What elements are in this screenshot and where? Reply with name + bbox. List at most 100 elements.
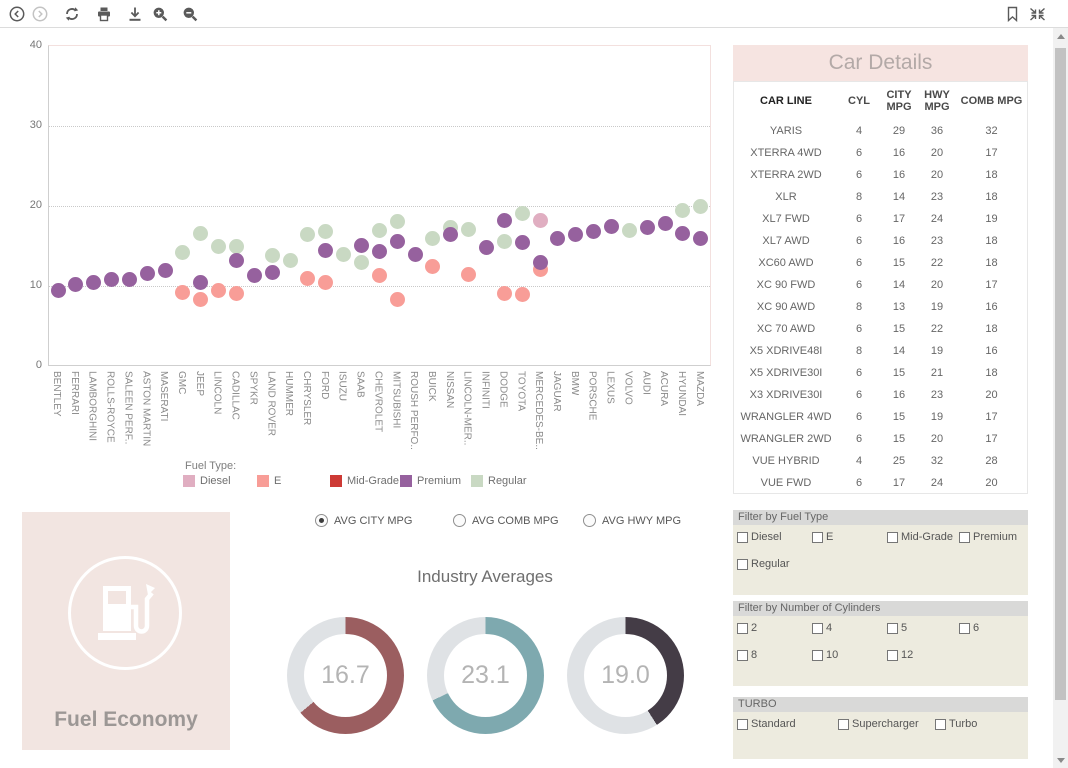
table-row[interactable]: XL7 FWD 6 17 24 19	[734, 208, 1027, 230]
scatter-point[interactable]	[568, 226, 584, 242]
scatter-point[interactable]	[193, 292, 209, 308]
scatter-point[interactable]	[318, 242, 334, 258]
table-row[interactable]: VUE HYBRID 4 25 32 28	[734, 450, 1027, 472]
scatter-point[interactable]	[229, 285, 245, 301]
scroll-down-button[interactable]	[1053, 752, 1068, 768]
checkbox-premium[interactable]: Premium	[959, 531, 1017, 543]
scatter-point[interactable]	[139, 265, 155, 281]
table-row[interactable]: YARIS 4 29 36 32	[734, 120, 1027, 142]
scatter-point[interactable]	[229, 252, 245, 268]
table-row[interactable]: WRANGLER 4WD 6 15 19 17	[734, 406, 1027, 428]
print-button[interactable]	[95, 5, 112, 22]
scatter-point[interactable]	[211, 238, 227, 254]
avg-radio-avg-hwy-mpg[interactable]: AVG HWY MPG	[583, 514, 681, 527]
table-row[interactable]: XL7 AWD 6 16 23 18	[734, 230, 1027, 252]
scatter-point[interactable]	[371, 268, 387, 284]
checkbox-10[interactable]: 10	[812, 649, 838, 661]
scroll-up-button[interactable]	[1053, 28, 1068, 44]
scatter-point[interactable]	[86, 275, 102, 291]
avg-radio-avg-comb-mpg[interactable]: AVG COMB MPG	[453, 514, 559, 527]
checkbox-5[interactable]: 5	[887, 622, 907, 634]
scatter-point[interactable]	[246, 268, 262, 284]
scatter-point[interactable]	[693, 231, 709, 247]
table-row[interactable]: WRANGLER 2WD 6 15 20 17	[734, 428, 1027, 450]
scatter-point[interactable]	[68, 276, 84, 292]
collapse-button[interactable]	[1029, 5, 1046, 22]
scatter-point[interactable]	[371, 223, 387, 239]
scatter-point[interactable]	[425, 230, 441, 246]
scatter-point[interactable]	[657, 216, 673, 232]
scatter-point[interactable]	[318, 275, 334, 291]
scatter-point[interactable]	[604, 218, 620, 234]
table-row[interactable]: XC 90 AWD 8 13 19 16	[734, 296, 1027, 318]
scatter-point[interactable]	[389, 292, 405, 308]
scatter-point[interactable]	[193, 274, 209, 290]
scatter-point[interactable]	[425, 258, 441, 274]
scatter-point[interactable]	[50, 282, 66, 298]
table-row[interactable]: X5 XDRIVE30I 6 15 21 18	[734, 362, 1027, 384]
scatter-point[interactable]	[211, 282, 227, 298]
scatter-point[interactable]	[496, 285, 512, 301]
scatter-point[interactable]	[443, 226, 459, 242]
scatter-point[interactable]	[175, 244, 191, 260]
scatter-point[interactable]	[407, 246, 423, 262]
forward-button[interactable]	[31, 5, 48, 22]
table-row[interactable]: VUE FWD 6 17 24 20	[734, 472, 1027, 493]
checkbox-12[interactable]: 12	[887, 649, 913, 661]
scatter-point[interactable]	[693, 199, 709, 215]
refresh-button[interactable]	[63, 5, 80, 22]
scatter-point[interactable]	[264, 248, 280, 264]
scatter-point[interactable]	[479, 240, 495, 256]
zoom-in-button[interactable]	[151, 5, 168, 22]
scatter-point[interactable]	[193, 225, 209, 241]
scatter-point[interactable]	[175, 284, 191, 300]
table-row[interactable]: XC60 AWD 6 15 22 18	[734, 252, 1027, 274]
scatter-point[interactable]	[639, 220, 655, 236]
checkbox-regular[interactable]: Regular	[737, 558, 790, 570]
checkbox-8[interactable]: 8	[737, 649, 757, 661]
avg-radio-avg-city-mpg[interactable]: AVG CITY MPG	[315, 514, 412, 527]
scatter-point[interactable]	[461, 221, 477, 237]
scatter-point[interactable]	[354, 237, 370, 253]
checkbox-diesel[interactable]: Diesel	[737, 531, 782, 543]
scatter-point[interactable]	[389, 233, 405, 249]
table-row[interactable]: X3 XDRIVE30I 6 16 23 20	[734, 384, 1027, 406]
scatter-point[interactable]	[514, 205, 530, 221]
scatter-point[interactable]	[371, 244, 387, 260]
bookmark-button[interactable]	[1004, 5, 1021, 22]
car-details-table[interactable]: CAR LINE CYL CITY MPG HWY MPG COMB MPG YARIS…	[733, 81, 1028, 494]
scatter-point[interactable]	[354, 255, 370, 271]
scatter-point[interactable]	[318, 224, 334, 240]
checkbox-supercharger[interactable]: Supercharger	[838, 718, 919, 730]
scatter-point[interactable]	[586, 224, 602, 240]
scatter-point[interactable]	[121, 272, 137, 288]
scatter-point[interactable]	[389, 213, 405, 229]
table-row[interactable]: X5 XDRIVE48I 8 14 19 16	[734, 340, 1027, 362]
scatter-point[interactable]	[532, 212, 548, 228]
scatter-point[interactable]	[514, 235, 530, 251]
vertical-scrollbar[interactable]	[1053, 28, 1068, 768]
checkbox-mid-grade[interactable]: Mid-Grade	[887, 531, 953, 543]
scatter-point[interactable]	[264, 264, 280, 280]
scatter-point[interactable]	[300, 226, 316, 242]
scatter-point[interactable]	[229, 239, 245, 255]
scatter-point[interactable]	[514, 286, 530, 302]
checkbox-6[interactable]: 6	[959, 622, 979, 634]
table-row[interactable]: XLR 8 14 23 18	[734, 186, 1027, 208]
table-row[interactable]: XC 90 FWD 6 14 20 17	[734, 274, 1027, 296]
checkbox-4[interactable]: 4	[812, 622, 832, 634]
checkbox-e[interactable]: E	[812, 531, 833, 543]
table-row[interactable]: XC 70 AWD 6 15 22 18	[734, 318, 1027, 340]
scatter-point[interactable]	[300, 271, 316, 287]
checkbox-2[interactable]: 2	[737, 622, 757, 634]
scatter-point[interactable]	[461, 266, 477, 282]
scrollbar-thumb[interactable]	[1055, 48, 1066, 700]
scatter-point[interactable]	[157, 263, 173, 279]
scatter-point[interactable]	[675, 225, 691, 241]
scatter-point[interactable]	[336, 247, 352, 263]
scatter-point[interactable]	[496, 212, 512, 228]
checkbox-turbo[interactable]: Turbo	[935, 718, 977, 730]
scatter-point[interactable]	[532, 255, 548, 271]
scatter-point[interactable]	[675, 203, 691, 219]
scatter-point[interactable]	[104, 272, 120, 288]
